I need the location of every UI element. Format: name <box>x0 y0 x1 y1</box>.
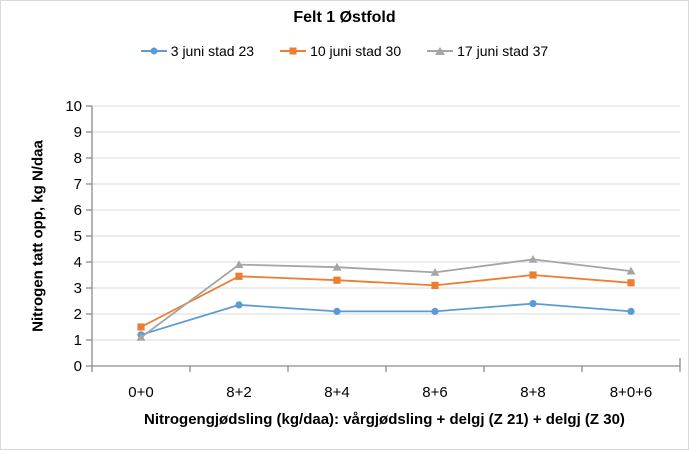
data-point-marker <box>626 266 636 275</box>
data-point-marker <box>528 255 538 263</box>
category-label: 8+6 <box>422 384 447 401</box>
x-axis-title: Nitrogengjødsling (kg/daa): vårgjødsling… <box>144 411 625 428</box>
category-label: 0+0 <box>128 384 153 401</box>
legend-label: 3 juni stad 23 <box>170 43 255 59</box>
series-line-triangle <box>140 258 632 339</box>
line-triangle-marker-icon <box>427 45 454 57</box>
y-tick-label: 6 <box>74 202 82 219</box>
y-tick-label: 3 <box>74 280 82 297</box>
data-point-marker <box>627 279 635 287</box>
legend: 3 juni stad 23 10 juni stad 30 17 juni s… <box>1 43 688 59</box>
chart-title: Felt 1 Østfold <box>293 9 396 26</box>
category-label: 8+4 <box>324 384 349 401</box>
data-point-marker <box>235 301 243 309</box>
y-tick-label: 9 <box>74 124 82 141</box>
data-point-marker <box>627 307 635 315</box>
legend-label: 10 juni stad 30 <box>310 43 402 59</box>
data-point-marker <box>333 276 341 284</box>
legend-item-series-3: 17 juni stad 37 <box>427 43 548 59</box>
series-line-circle <box>140 302 632 336</box>
y-tick-label: 5 <box>74 228 82 245</box>
series-line-square <box>140 274 632 328</box>
y-tick-label: 1 <box>74 332 82 349</box>
data-point-marker <box>234 260 244 268</box>
legend-label: 17 juni stad 37 <box>457 43 549 59</box>
triangle-icon <box>435 47 446 55</box>
y-tick-label: 8 <box>74 150 82 167</box>
data-point-marker <box>137 323 145 331</box>
data-point-marker <box>431 307 439 315</box>
category-label: 8+2 <box>226 384 251 401</box>
category-label: 8+0+6 <box>610 384 653 401</box>
y-tick-label: 7 <box>74 176 82 193</box>
category-label: 8+8 <box>520 384 545 401</box>
y-tick-label: 10 <box>65 98 82 115</box>
y-tick-label: 2 <box>74 306 82 323</box>
data-point-marker <box>333 307 341 315</box>
line-square-marker-icon <box>280 45 307 57</box>
y-tick-label: 4 <box>74 254 82 271</box>
legend-item-series-2: 10 juni stad 30 <box>280 43 401 59</box>
data-point-marker <box>431 281 439 289</box>
y-tick-label: 0 <box>74 358 82 375</box>
line-circle-marker-icon <box>140 45 167 57</box>
legend-item-series-1: 3 juni stad 23 <box>140 43 255 59</box>
data-point-marker <box>529 300 537 308</box>
data-point-marker <box>430 268 440 276</box>
data-point-marker <box>332 262 342 271</box>
data-point-marker <box>529 271 537 279</box>
data-point-marker <box>235 272 243 280</box>
data-point-marker <box>136 333 146 341</box>
